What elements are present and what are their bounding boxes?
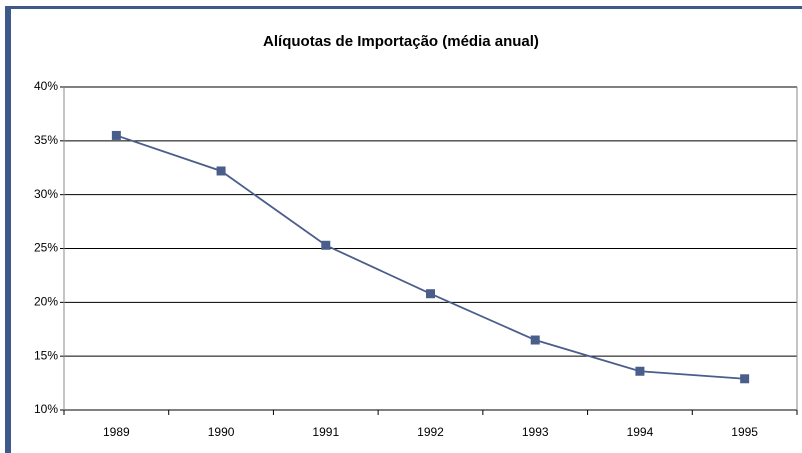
x-tick-label: 1994: [627, 425, 654, 439]
chart-title: Alíquotas de Importação (média anual): [263, 33, 539, 50]
y-tick-label: 20%: [34, 295, 58, 309]
marker: [740, 374, 750, 384]
marker: [111, 130, 121, 140]
x-tick-label: 1990: [208, 425, 235, 439]
frame-left: [5, 6, 11, 453]
frame-top: [5, 6, 802, 9]
y-tick-label: 15%: [34, 348, 58, 362]
marker: [635, 366, 645, 376]
marker: [530, 335, 540, 345]
x-tick-label: 1989: [103, 425, 130, 439]
y-tick-label: 25%: [34, 241, 58, 255]
y-tick-label: 40%: [34, 79, 58, 93]
marker: [321, 240, 331, 250]
x-tick-label: 1991: [312, 425, 339, 439]
y-tick-label: 10%: [34, 402, 58, 416]
y-tick-label: 30%: [34, 187, 58, 201]
x-tick-label: 1995: [731, 425, 758, 439]
x-tick-label: 1992: [417, 425, 444, 439]
marker: [216, 166, 226, 176]
series-line: [116, 134, 745, 380]
y-tick-label: 35%: [34, 133, 58, 147]
x-tick-label: 1993: [522, 425, 549, 439]
marker: [426, 289, 435, 299]
